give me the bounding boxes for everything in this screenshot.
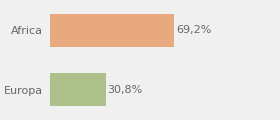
Bar <box>50 14 174 47</box>
Text: 30,8%: 30,8% <box>108 85 143 95</box>
Bar <box>50 73 106 106</box>
Text: 69,2%: 69,2% <box>176 25 212 35</box>
